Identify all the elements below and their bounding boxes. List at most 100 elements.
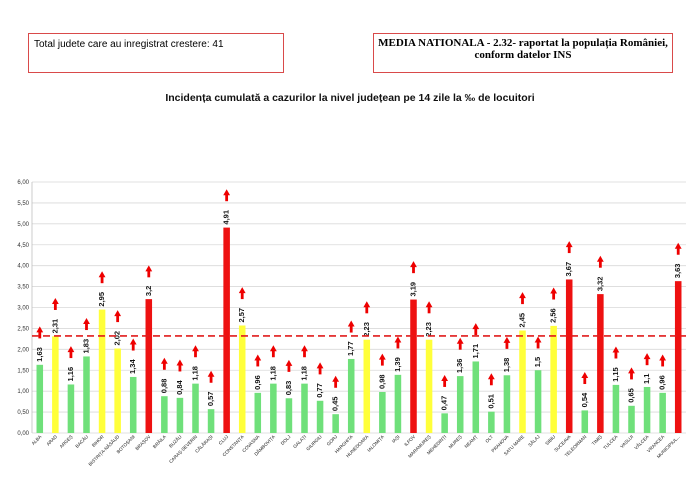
increase-arrow-head: [534, 336, 542, 343]
increase-arrow-head: [596, 255, 604, 262]
data-label: 1,18: [300, 366, 309, 381]
bar: [36, 364, 44, 433]
bar: [114, 348, 121, 433]
y-tick-label: 3,50: [17, 285, 29, 291]
increase-arrow-shaft: [380, 358, 384, 366]
bar: [98, 309, 106, 433]
increase-arrow-head: [659, 354, 667, 361]
increase-arrow-head: [332, 375, 340, 382]
bar: [254, 392, 262, 433]
bar: [472, 361, 480, 433]
bar: [643, 386, 651, 433]
bar: [285, 398, 293, 433]
increase-arrow-head: [67, 346, 75, 353]
x-tick-label: CLUJ: [218, 434, 230, 446]
data-label: 1,15: [611, 367, 620, 382]
increase-arrow-shaft: [365, 306, 369, 314]
data-label: 1,38: [502, 358, 511, 373]
bar: [363, 339, 371, 433]
bar: [597, 294, 604, 433]
bar: [347, 358, 355, 433]
increase-arrow-shaft: [131, 343, 135, 351]
data-label: 0,84: [175, 379, 184, 394]
increase-arrow-shaft: [661, 359, 665, 367]
increase-arrow-head: [347, 320, 355, 327]
bar: [456, 376, 464, 433]
data-label: 2,57: [237, 308, 246, 323]
increase-arrow-head: [285, 359, 293, 366]
y-tick-label: 1,00: [17, 389, 29, 395]
bar: [581, 410, 589, 433]
increase-arrow-shaft: [645, 358, 649, 366]
x-tick-label: DOLJ: [280, 434, 292, 446]
x-tick-label: BIHOR: [91, 434, 105, 448]
y-tick-label: 3,00: [17, 306, 29, 312]
increase-arrow-head: [628, 367, 635, 374]
increase-arrow-head: [519, 292, 526, 299]
x-tick-label: IALOMIȚA: [366, 434, 385, 453]
increase-arrow-shaft: [318, 367, 322, 375]
increase-arrow-shaft: [194, 350, 197, 358]
x-tick-label: TULCEA: [602, 434, 619, 451]
increase-arrow-head: [410, 261, 417, 268]
data-label: 3,32: [595, 277, 604, 292]
data-label: 1,34: [128, 359, 137, 374]
increase-arrow-head: [98, 271, 106, 278]
bar: [565, 279, 573, 433]
increase-arrow-shaft: [162, 362, 166, 370]
increase-arrow-shaft: [178, 364, 182, 372]
increase-arrow-shaft: [256, 359, 260, 367]
increase-arrow-head: [301, 345, 308, 352]
increase-arrow-head: [581, 372, 589, 379]
bar: [316, 400, 324, 433]
data-label: 2,23: [424, 322, 433, 337]
bar: [550, 325, 557, 433]
national-average-text: MEDIA NATIONALA - 2.32- raportat la popu…: [378, 37, 668, 61]
data-label: 1,71: [471, 344, 480, 359]
data-label: 1,5: [533, 357, 542, 367]
data-label: 0,88: [159, 379, 168, 394]
increase-arrow-head: [472, 323, 480, 330]
x-tick-label: OLT: [484, 434, 494, 444]
data-label: 1,1: [642, 374, 651, 384]
x-tick-label: GORJ: [326, 434, 339, 447]
data-label: 1,63: [35, 347, 44, 362]
y-tick-label: 4,50: [17, 243, 29, 249]
y-tick-label: 0,00: [17, 431, 29, 437]
increase-arrow-head: [83, 318, 90, 325]
data-label: 2,56: [549, 308, 558, 323]
data-label: 3,67: [564, 262, 573, 277]
data-label: 1,83: [82, 339, 91, 354]
increase-arrow-shaft: [489, 378, 493, 386]
increase-arrow-head: [238, 287, 246, 294]
increase-arrow-shaft: [443, 379, 447, 387]
increase-arrow-shaft: [505, 341, 509, 349]
x-tick-label: VASLUI: [619, 434, 634, 449]
increase-arrow-shaft: [349, 325, 353, 333]
data-label: 0,47: [440, 396, 449, 411]
increase-arrow-shaft: [53, 302, 57, 310]
x-tick-label: SIBIU: [544, 434, 556, 446]
data-label: 2,23: [362, 322, 371, 337]
x-tick-label: CARAȘ-SEVERIN: [168, 434, 198, 464]
data-label: 2,45: [518, 313, 527, 328]
increase-arrow-head: [441, 374, 449, 381]
bar: [425, 339, 433, 433]
x-tick-label: TIMIȘ: [591, 434, 603, 446]
total-counties-text: Total judete care au inregistrat crester…: [34, 39, 224, 50]
data-label: 2,95: [97, 292, 106, 307]
y-tick-label: 5,50: [17, 201, 29, 207]
increase-arrow-head: [565, 241, 573, 248]
bar: [207, 409, 215, 433]
x-tick-label: ARGEȘ: [59, 434, 74, 449]
increase-arrow-shaft: [567, 246, 571, 254]
y-tick-label: 2,00: [17, 347, 29, 353]
x-tick-label: BRĂILA: [151, 433, 167, 449]
bar: [488, 411, 495, 433]
bar: [129, 376, 137, 433]
bar: [192, 383, 199, 433]
bar: [301, 383, 308, 433]
bar: [238, 325, 246, 433]
x-tick-label: MUREȘ: [448, 434, 463, 449]
